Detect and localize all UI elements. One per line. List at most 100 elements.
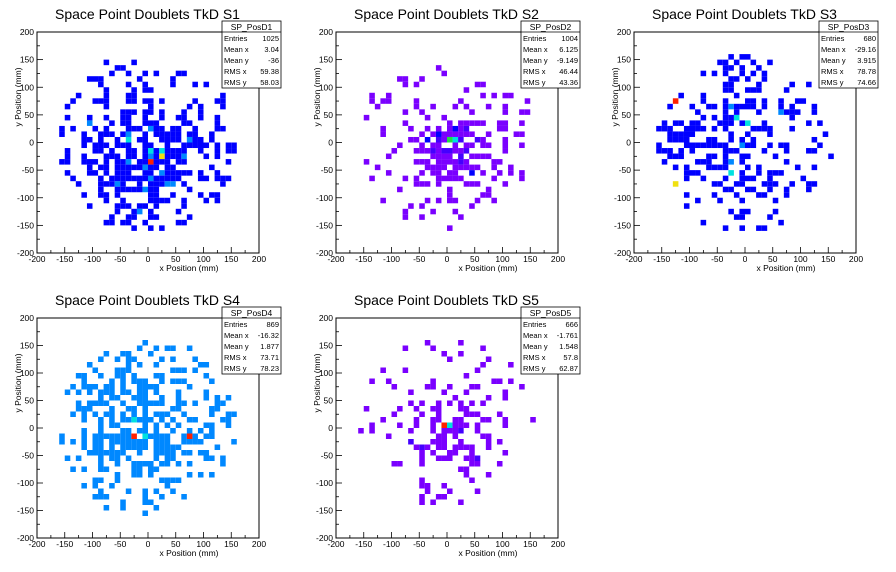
histogram-bin (59, 439, 65, 445)
histogram-bin (441, 175, 447, 182)
histogram-bin (672, 181, 679, 187)
y-tick-label: 0 (29, 138, 34, 148)
histogram-bin (706, 153, 712, 160)
histogram-bin (98, 81, 104, 88)
histogram-bin (800, 98, 807, 104)
histogram-bin (131, 417, 137, 423)
histogram-bin (164, 131, 171, 137)
histogram-bin (175, 170, 182, 176)
histogram-bin (142, 87, 148, 93)
histogram-bin (92, 400, 99, 406)
histogram-bin (700, 98, 707, 104)
histogram-bin (695, 170, 701, 176)
histogram-bin (181, 159, 187, 165)
histogram-bin (170, 356, 176, 362)
histogram-bin (103, 181, 110, 187)
histogram-bin (159, 450, 165, 456)
histogram-bin (59, 131, 65, 137)
histogram-bin (783, 142, 790, 149)
histogram-bin (452, 136, 459, 143)
histogram-bin (789, 114, 795, 121)
histogram-bin (419, 483, 425, 489)
histogram-bin (142, 136, 148, 143)
histogram-bin (148, 109, 154, 115)
histogram-bin (170, 170, 176, 176)
histogram-bin (164, 455, 171, 461)
histogram-bin (745, 103, 751, 110)
histogram-bin (103, 389, 110, 395)
histogram-bin (385, 433, 392, 439)
histogram-bin (120, 109, 126, 115)
histogram-bin (86, 136, 93, 143)
histogram-bin (463, 389, 470, 395)
histogram-bin (413, 98, 420, 104)
histogram-bin (667, 153, 673, 160)
histogram-bin (120, 499, 126, 505)
histogram-bin (496, 439, 503, 445)
histogram-bin (435, 406, 442, 412)
histogram-bin (717, 164, 723, 171)
histogram-bin (103, 114, 110, 121)
histogram-bin (98, 148, 104, 154)
histogram-bin (717, 120, 723, 126)
histogram-bin (103, 98, 110, 104)
histogram-bin (131, 109, 137, 115)
histogram-bin (430, 148, 436, 154)
histogram-bin (231, 142, 237, 149)
histogram-bin (458, 439, 464, 445)
histogram-bin (402, 175, 409, 182)
histogram-bin (98, 395, 104, 401)
histogram-bin (81, 378, 87, 384)
histogram-bin (64, 455, 71, 461)
histogram-bin (148, 125, 154, 132)
histogram-bin (175, 400, 182, 406)
histogram-bin (369, 175, 375, 182)
histogram-bin (114, 455, 121, 461)
histogram-bin (502, 148, 509, 154)
histogram-bin (175, 477, 182, 483)
histogram-bin (463, 466, 470, 472)
histogram-bin (181, 203, 187, 209)
histogram-bin (136, 450, 143, 456)
x-tick-label: 0 (445, 539, 450, 549)
histogram-bin (380, 125, 386, 132)
histogram-bin (458, 422, 464, 428)
histogram-bin (70, 411, 76, 417)
histogram-bin (125, 136, 132, 143)
histogram-bin (661, 148, 668, 154)
histogram-bin (131, 466, 137, 472)
histogram-bin (203, 153, 210, 160)
histogram-bin (491, 175, 497, 182)
histogram-bin (491, 164, 497, 171)
histogram-bin (103, 494, 110, 500)
histogram-bin (502, 103, 509, 110)
histogram-bin (142, 109, 148, 115)
chart-title: Space Point Doublets TkD S5 (354, 292, 539, 308)
histogram-bin (767, 181, 773, 187)
histogram-bin (120, 439, 126, 445)
histogram-bin (402, 76, 409, 82)
histogram-bin (142, 164, 148, 171)
histogram-bin (142, 389, 148, 395)
histogram-bin (75, 400, 82, 406)
y-axis-label: y Position (mm) (13, 353, 23, 412)
histogram-bin (706, 159, 712, 165)
histogram-bin (81, 153, 87, 160)
histogram-bin (508, 92, 514, 99)
histogram-bin (683, 131, 690, 137)
stats-label: Mean x (224, 331, 249, 340)
histogram-bin (136, 461, 143, 467)
histogram-bin (153, 153, 160, 160)
chart-title: Space Point Doublets TkD S3 (652, 6, 837, 22)
histogram-bin (452, 417, 459, 423)
histogram-bin (120, 417, 126, 423)
histogram-bin (745, 153, 751, 160)
histogram-bin (441, 428, 447, 434)
histogram-bin (772, 153, 779, 160)
histogram-bin (452, 164, 459, 171)
histogram-bin (469, 142, 475, 149)
histogram-bin (136, 345, 143, 351)
histogram-bin (142, 499, 148, 505)
histogram-bin (761, 70, 768, 77)
histogram-bin (81, 466, 87, 472)
